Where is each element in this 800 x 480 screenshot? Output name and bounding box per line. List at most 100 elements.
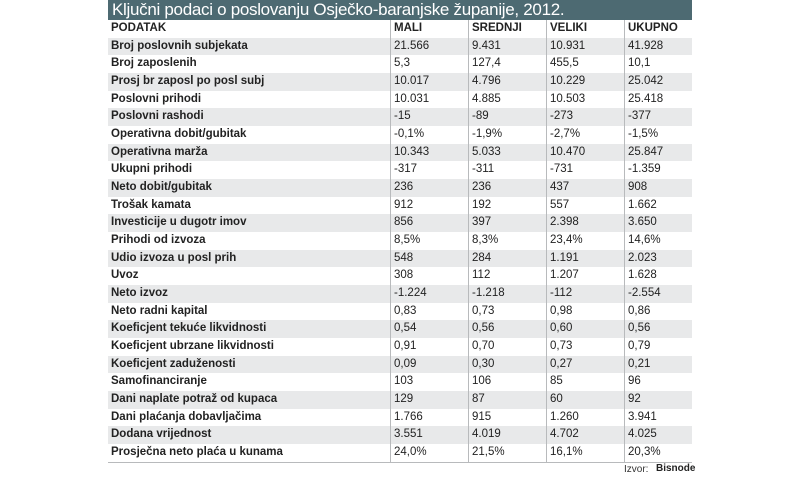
row-label: Prosj br zaposl po posl subj (111, 75, 265, 87)
cell: 10.229 (546, 73, 624, 91)
cell: 0,27 (546, 355, 624, 374)
cell: 92 (624, 391, 692, 409)
cell: -1,9% (468, 126, 546, 144)
row-label: Neto radni kapital (111, 304, 208, 317)
cell: 14,6% (624, 232, 692, 250)
cell: 106 (468, 373, 546, 392)
row-label: Koeficjent tekuće likvidnosti (111, 322, 267, 335)
bottom-rule (108, 462, 692, 463)
cell: 5,3 (390, 55, 468, 73)
cell: -317 (390, 161, 468, 180)
cell: 10.031 (390, 90, 468, 109)
cell: 3.551 (390, 426, 468, 445)
cell: -2,7% (546, 126, 624, 144)
cell: 41.928 (624, 37, 692, 56)
row-label: Trošak kamata (111, 198, 191, 211)
row-label: Broj poslovnih subjekata (111, 39, 248, 52)
cell: 908 (624, 179, 692, 197)
cell: 112 (468, 267, 546, 286)
cell: 308 (390, 267, 468, 286)
cell: 192 (468, 196, 546, 215)
cell: 0,73 (468, 302, 546, 321)
cell: 24,0% (390, 444, 468, 462)
cell: 8,3% (468, 232, 546, 250)
title: Ključni podaci o poslovanju Osječko-bara… (108, 0, 692, 20)
cell: 0,91 (390, 338, 468, 356)
cell: 4.885 (468, 90, 546, 109)
table-row: Broj zaposlenih 5,3 127,4 455,5 10,1 (108, 55, 692, 73)
cell: 0,98 (546, 302, 624, 321)
table-row: Dani plaćanja dobavljačima 1.766 915 1.260 3… (108, 408, 692, 427)
table-row: Broj poslovnih subjekata 21.566 9.431 10.93… (108, 37, 692, 56)
row-label: Operativna dobit/gubitak (111, 128, 247, 141)
cell: 0,70 (468, 338, 546, 356)
cell: 10.931 (546, 37, 624, 56)
header-row: PODATAK MALI SREDNJI VELIKI UKUPNO (108, 20, 692, 38)
cell: 10.343 (390, 143, 468, 162)
row-label: Poslovni prihodi (111, 92, 202, 105)
cell: 4.796 (468, 73, 546, 91)
row-label: Koeficjent ubrzane likvidnosti (111, 340, 274, 353)
cell: 10,1 (624, 55, 692, 73)
table-row: Poslovni prihodi 10.031 4.885 10.503 25.418 (108, 90, 692, 109)
cell: 0,73 (546, 338, 624, 356)
cell: 284 (468, 249, 546, 268)
table-row: Prosječna neto plaća u kunama 24,0% 21,5% 1… (108, 444, 692, 462)
row-label: Prihodi od izvoza (111, 234, 206, 247)
cell: 25.042 (624, 73, 692, 91)
cell: 397 (468, 214, 546, 233)
source-logo: Bisnode (656, 463, 696, 474)
table-row: Koeficjent tekuće likvidnosti 0,54 0,56 0,6… (108, 320, 692, 339)
cell: 1.628 (624, 267, 692, 286)
cell: 236 (468, 179, 546, 197)
cell: -377 (624, 108, 692, 126)
table-row: Udio izvoza u posl prih 548 284 1.191 2.023 (108, 249, 692, 268)
cell: -731 (546, 161, 624, 180)
cell: 0,30 (468, 355, 546, 374)
table-row: Operativna dobit/gubitak -0,1% -1,9% -2,7% -… (108, 126, 692, 144)
table-row: Dani naplate potraž od kupaca 129 87 60 92 (108, 391, 692, 409)
row-label: Poslovni rashodi (111, 110, 204, 123)
cell: UKUPNO (624, 20, 692, 38)
table-row: Trošak kamata 912 192 557 1.662 (108, 196, 692, 215)
cell: -1,5% (624, 126, 692, 144)
table-row: Neto izvoz -1.224 -1.218 -112 -2.554 (108, 285, 692, 303)
table-row: Koeficjent ubrzane likvidnosti 0,91 0,70 0,… (108, 338, 692, 356)
row-label: Neto dobit/gubitak (111, 181, 212, 194)
cell: 1.766 (390, 408, 468, 427)
cell: 1.662 (624, 196, 692, 215)
cell: 0,09 (390, 355, 468, 374)
cell: 9.431 (468, 37, 546, 56)
cell: 25.418 (624, 90, 692, 109)
cell: SREDNJI (468, 20, 546, 38)
source-label: Izvor: (624, 464, 649, 475)
cell: 0,60 (546, 320, 624, 339)
cell: 0,56 (468, 320, 546, 339)
cell: 0,21 (624, 355, 692, 374)
row-label: Dodana vrijednost (111, 428, 212, 441)
cell: -0,1% (390, 126, 468, 144)
table-row: Operativna marža 10.343 5.033 10.470 25.847 (108, 143, 692, 162)
cell: 87 (468, 391, 546, 409)
row-label: Ukupni prihodi (111, 163, 193, 176)
cell: 437 (546, 179, 624, 197)
cell: 25.847 (624, 143, 692, 162)
cell: MALI (390, 20, 468, 38)
row-label: Udio izvoza u posl prih (111, 251, 237, 264)
cell: 10.470 (546, 143, 624, 162)
cell: -2.554 (624, 285, 692, 303)
table-row: Uvoz 308 112 1.207 1.628 (108, 267, 692, 286)
row-label: Investicije u dugotr imov (111, 216, 247, 229)
cell: 3.650 (624, 214, 692, 233)
cell: 915 (468, 408, 546, 427)
table-row: Investicije u dugotr imov 856 397 2.398 3.65… (108, 214, 692, 233)
cell: VELIKI (546, 20, 624, 38)
table-row: Neto radni kapital 0,83 0,73 0,98 0,86 (108, 302, 692, 321)
table-row: Dodana vrijednost 3.551 4.019 4.702 4.025 (108, 426, 692, 445)
cell: 20,3% (624, 444, 692, 462)
table-row: Koeficjent zaduženosti 0,09 0,30 0,27 0,21 (108, 355, 692, 374)
cell: 2.398 (546, 214, 624, 233)
cell: 912 (390, 196, 468, 215)
cell: 103 (390, 373, 468, 392)
